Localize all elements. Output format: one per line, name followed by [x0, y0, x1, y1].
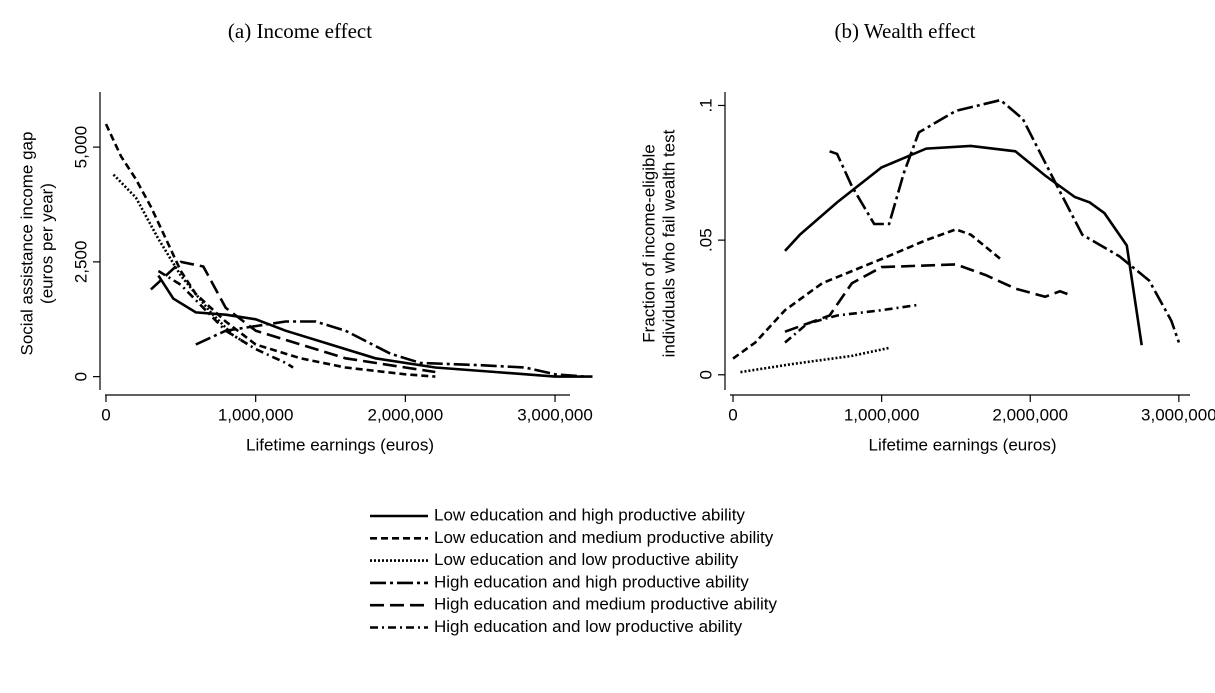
- legend-label: Low education and high productive abilit…: [434, 505, 745, 524]
- x-tick-label: 0: [101, 405, 110, 424]
- x-tick-label: 0: [728, 405, 737, 424]
- x-tick-label: 3,000,000: [1141, 405, 1215, 424]
- series-line: [784, 303, 919, 344]
- legend-label: High education and medium productive abi…: [434, 595, 778, 614]
- x-axis-label: Lifetime earnings (euros): [868, 435, 1056, 454]
- legend-label: High education and high productive abili…: [434, 572, 749, 591]
- y-tick-label: 5,000: [71, 126, 90, 169]
- series-line: [784, 263, 1068, 333]
- y-tick-label: .05: [696, 228, 715, 252]
- legend-label: Low education and low productive ability: [434, 550, 739, 569]
- x-tick-label: 3,000,000: [517, 405, 593, 424]
- legend-label: High education and low productive abilit…: [434, 617, 743, 636]
- x-tick-label: 2,000,000: [992, 405, 1068, 424]
- series-line: [784, 144, 1143, 346]
- series-line: [732, 228, 1002, 360]
- chart-title: (a) Income effect: [228, 19, 372, 43]
- y-tick-label: .1: [696, 98, 715, 112]
- y-tick-label: 0: [696, 370, 715, 379]
- y-axis-label: (euros per year): [37, 183, 56, 304]
- chart-title: (b) Wealth effect: [835, 19, 976, 43]
- y-tick-label: 0: [71, 372, 90, 381]
- series-line: [740, 346, 890, 374]
- y-axis-label: individuals who fail wealth test: [659, 129, 678, 357]
- legend-label: Low education and medium productive abil…: [434, 528, 774, 547]
- y-axis-label: Social assistance income gap: [17, 132, 36, 356]
- y-tick-label: 2,500: [71, 241, 90, 284]
- x-tick-label: 1,000,000: [844, 405, 920, 424]
- series-line: [829, 98, 1181, 343]
- series-line: [150, 260, 436, 374]
- series-line: [112, 173, 249, 346]
- x-tick-label: 1,000,000: [218, 405, 294, 424]
- series-line: [157, 274, 593, 378]
- y-axis-label: Fraction of income-eligible: [639, 144, 658, 342]
- series-line: [157, 269, 294, 369]
- x-tick-label: 2,000,000: [368, 405, 444, 424]
- x-axis-label: Lifetime earnings (euros): [246, 435, 434, 454]
- legend: Low education and high productive abilit…: [370, 505, 778, 636]
- series-line: [104, 123, 436, 378]
